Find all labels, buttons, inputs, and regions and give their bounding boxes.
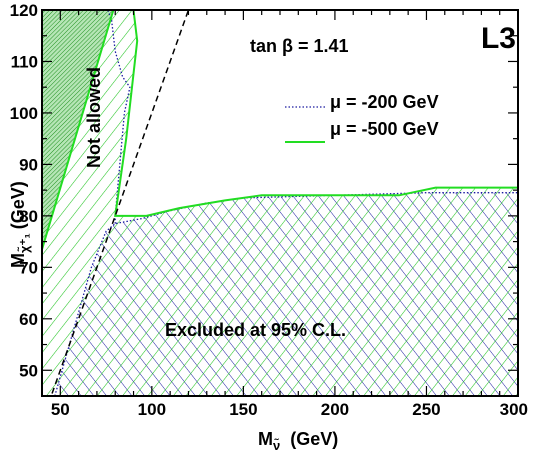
x-tick-label: 50 bbox=[51, 400, 70, 419]
x-tick-label: 300 bbox=[500, 400, 528, 419]
tan-beta-label: tan β = 1.41 bbox=[250, 36, 349, 56]
x-tick-label: 150 bbox=[229, 400, 257, 419]
legend: μ = -200 GeV μ = -500 GeV bbox=[285, 92, 439, 143]
y-tick-label: 60 bbox=[19, 310, 38, 329]
legend-label-mu-500: μ = -500 GeV bbox=[330, 119, 439, 139]
x-tick-label: 200 bbox=[321, 400, 349, 419]
y-tick-label: 120 bbox=[10, 1, 38, 20]
experiment-label: L3 bbox=[481, 22, 516, 55]
y-tick-label: 90 bbox=[19, 155, 38, 174]
y-tick-label: 50 bbox=[19, 361, 38, 380]
not-allowed-label: Not allowed bbox=[84, 67, 104, 168]
x-tick-label: 100 bbox=[138, 400, 166, 419]
tick-labels: 50 100 150 200 250 300 50 60 70 80 90 100 110 120 bbox=[10, 1, 528, 419]
axis-ticks bbox=[41, 9, 519, 397]
legend-label-mu-200: μ = -200 GeV bbox=[330, 92, 439, 112]
kinematic-limit-line bbox=[50, 10, 190, 396]
x-tick-label: 250 bbox=[412, 400, 440, 419]
y-tick-label: 70 bbox=[19, 258, 38, 277]
y-axis-label: Mχ̃⁺₁(GeV) bbox=[8, 181, 32, 268]
y-tick-label: 80 bbox=[19, 207, 38, 226]
series-line-mu-500 bbox=[42, 10, 518, 250]
y-tick-label: 110 bbox=[11, 52, 38, 71]
excluded-label: Excluded at 95% C.L. bbox=[165, 320, 346, 340]
excluded-region-mu-500 bbox=[42, 10, 518, 396]
x-axis-label: Mν̃ (GeV) bbox=[258, 429, 338, 453]
y-tick-label: 100 bbox=[10, 104, 38, 123]
